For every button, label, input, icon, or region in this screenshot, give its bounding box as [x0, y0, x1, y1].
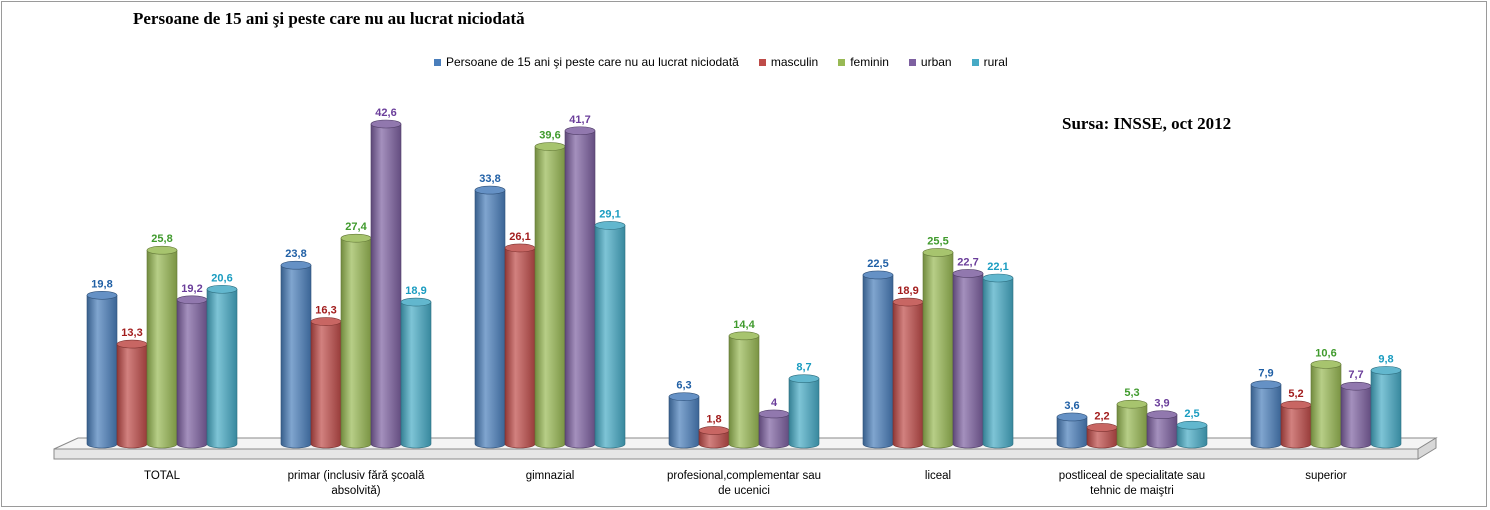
bar	[116, 339, 148, 449]
legend-item: Persoane de 15 ani şi peste care nu au l…	[434, 55, 739, 69]
data-label: 20,6	[211, 272, 232, 284]
bar	[1250, 380, 1282, 449]
bar	[892, 297, 924, 449]
legend-label: feminin	[850, 55, 889, 69]
bar	[1280, 400, 1312, 449]
data-label: 29,1	[599, 208, 620, 220]
bar	[1176, 420, 1208, 449]
data-label: 5,2	[1288, 388, 1303, 400]
bar	[922, 248, 954, 449]
bar	[176, 295, 208, 449]
data-label: 16,3	[315, 305, 336, 317]
bar	[788, 374, 820, 449]
legend-label: urban	[920, 55, 952, 69]
legend-label: rural	[983, 55, 1008, 69]
data-label: 4	[771, 397, 778, 409]
legend-swatch	[758, 58, 766, 66]
data-label: 22,5	[867, 258, 888, 270]
data-label: 18,9	[405, 285, 426, 297]
bar	[340, 233, 372, 449]
data-label: 8,7	[796, 362, 811, 374]
data-label: 18,9	[897, 285, 918, 297]
data-label: 23,8	[285, 248, 306, 260]
bar	[206, 284, 238, 449]
data-label: 13,3	[121, 327, 142, 339]
data-label: 2,5	[1184, 408, 1199, 420]
data-label: 33,8	[479, 173, 500, 185]
bar	[1370, 366, 1402, 449]
bar	[1056, 412, 1088, 449]
category-label: superior	[1305, 470, 1347, 482]
category-label: profesional,complementar sau de ucenici	[667, 470, 821, 497]
bar	[504, 243, 536, 449]
data-label: 10,6	[1315, 347, 1336, 359]
legend-item: rural	[971, 55, 1008, 69]
category-label: liceal	[925, 470, 951, 482]
data-label: 14,4	[733, 319, 755, 331]
legend-swatch	[838, 58, 846, 66]
data-label: 42,6	[375, 107, 396, 119]
bar	[534, 142, 566, 449]
data-label: 7,9	[1258, 368, 1273, 380]
data-label: 19,2	[181, 283, 202, 295]
category-label: postliceal de specialitate sau tehnic de …	[1059, 470, 1205, 497]
data-label: 22,7	[957, 256, 978, 268]
data-label: 41,7	[569, 114, 590, 126]
data-label: 26,1	[509, 231, 530, 243]
chart-legend: Persoane de 15 ani şi peste care nu au l…	[434, 54, 1028, 70]
legend-item: feminin	[838, 55, 889, 69]
bar	[474, 185, 506, 449]
data-label: 22,1	[987, 261, 1008, 273]
bar	[146, 245, 178, 449]
data-label: 7,7	[1348, 369, 1363, 381]
source-annotation: Sursa: INSSE, oct 2012	[1062, 114, 1232, 133]
data-label: 27,4	[345, 221, 367, 233]
legend-swatch	[434, 58, 441, 66]
legend-swatch	[908, 58, 916, 66]
data-label: 19,8	[91, 278, 112, 290]
data-label: 6,3	[676, 380, 691, 392]
category-label: TOTAL	[144, 470, 181, 482]
data-label: 5,3	[1124, 387, 1139, 399]
bar	[280, 260, 312, 449]
bar	[86, 290, 118, 449]
data-label: 1,8	[706, 413, 721, 425]
bar	[370, 119, 402, 449]
bar	[1086, 423, 1118, 449]
data-label: 9,8	[1378, 353, 1393, 365]
bar	[698, 426, 730, 449]
bar	[668, 392, 700, 449]
legend-item: masculin	[758, 55, 819, 69]
bar	[952, 269, 984, 449]
bar	[1340, 381, 1372, 449]
data-label: 25,5	[927, 235, 948, 247]
data-label: 3,9	[1154, 398, 1169, 410]
bar	[400, 297, 432, 449]
bar	[862, 270, 894, 449]
bar	[564, 126, 596, 449]
chart-title: Persoane de 15 ani şi peste care nu au l…	[133, 9, 525, 28]
bar	[1116, 399, 1148, 449]
bar	[728, 331, 760, 449]
legend-swatch	[971, 58, 979, 66]
bar	[1146, 410, 1178, 449]
category-label: primar (inclusiv fără şcoală absolvită)	[288, 470, 425, 497]
bar	[758, 409, 790, 449]
data-label: 39,6	[539, 130, 560, 142]
bar	[310, 317, 342, 449]
legend-label: Persoane de 15 ani şi peste care nu au l…	[446, 55, 739, 69]
category-label: gimnazial	[526, 470, 575, 482]
data-label: 2,2	[1094, 410, 1109, 422]
legend-item: urban	[908, 55, 952, 69]
bar	[1310, 360, 1342, 449]
data-label: 3,6	[1064, 400, 1079, 412]
legend-label: masculin	[770, 55, 819, 69]
bar	[982, 273, 1014, 449]
data-label: 25,8	[151, 233, 172, 245]
bar	[594, 221, 626, 449]
